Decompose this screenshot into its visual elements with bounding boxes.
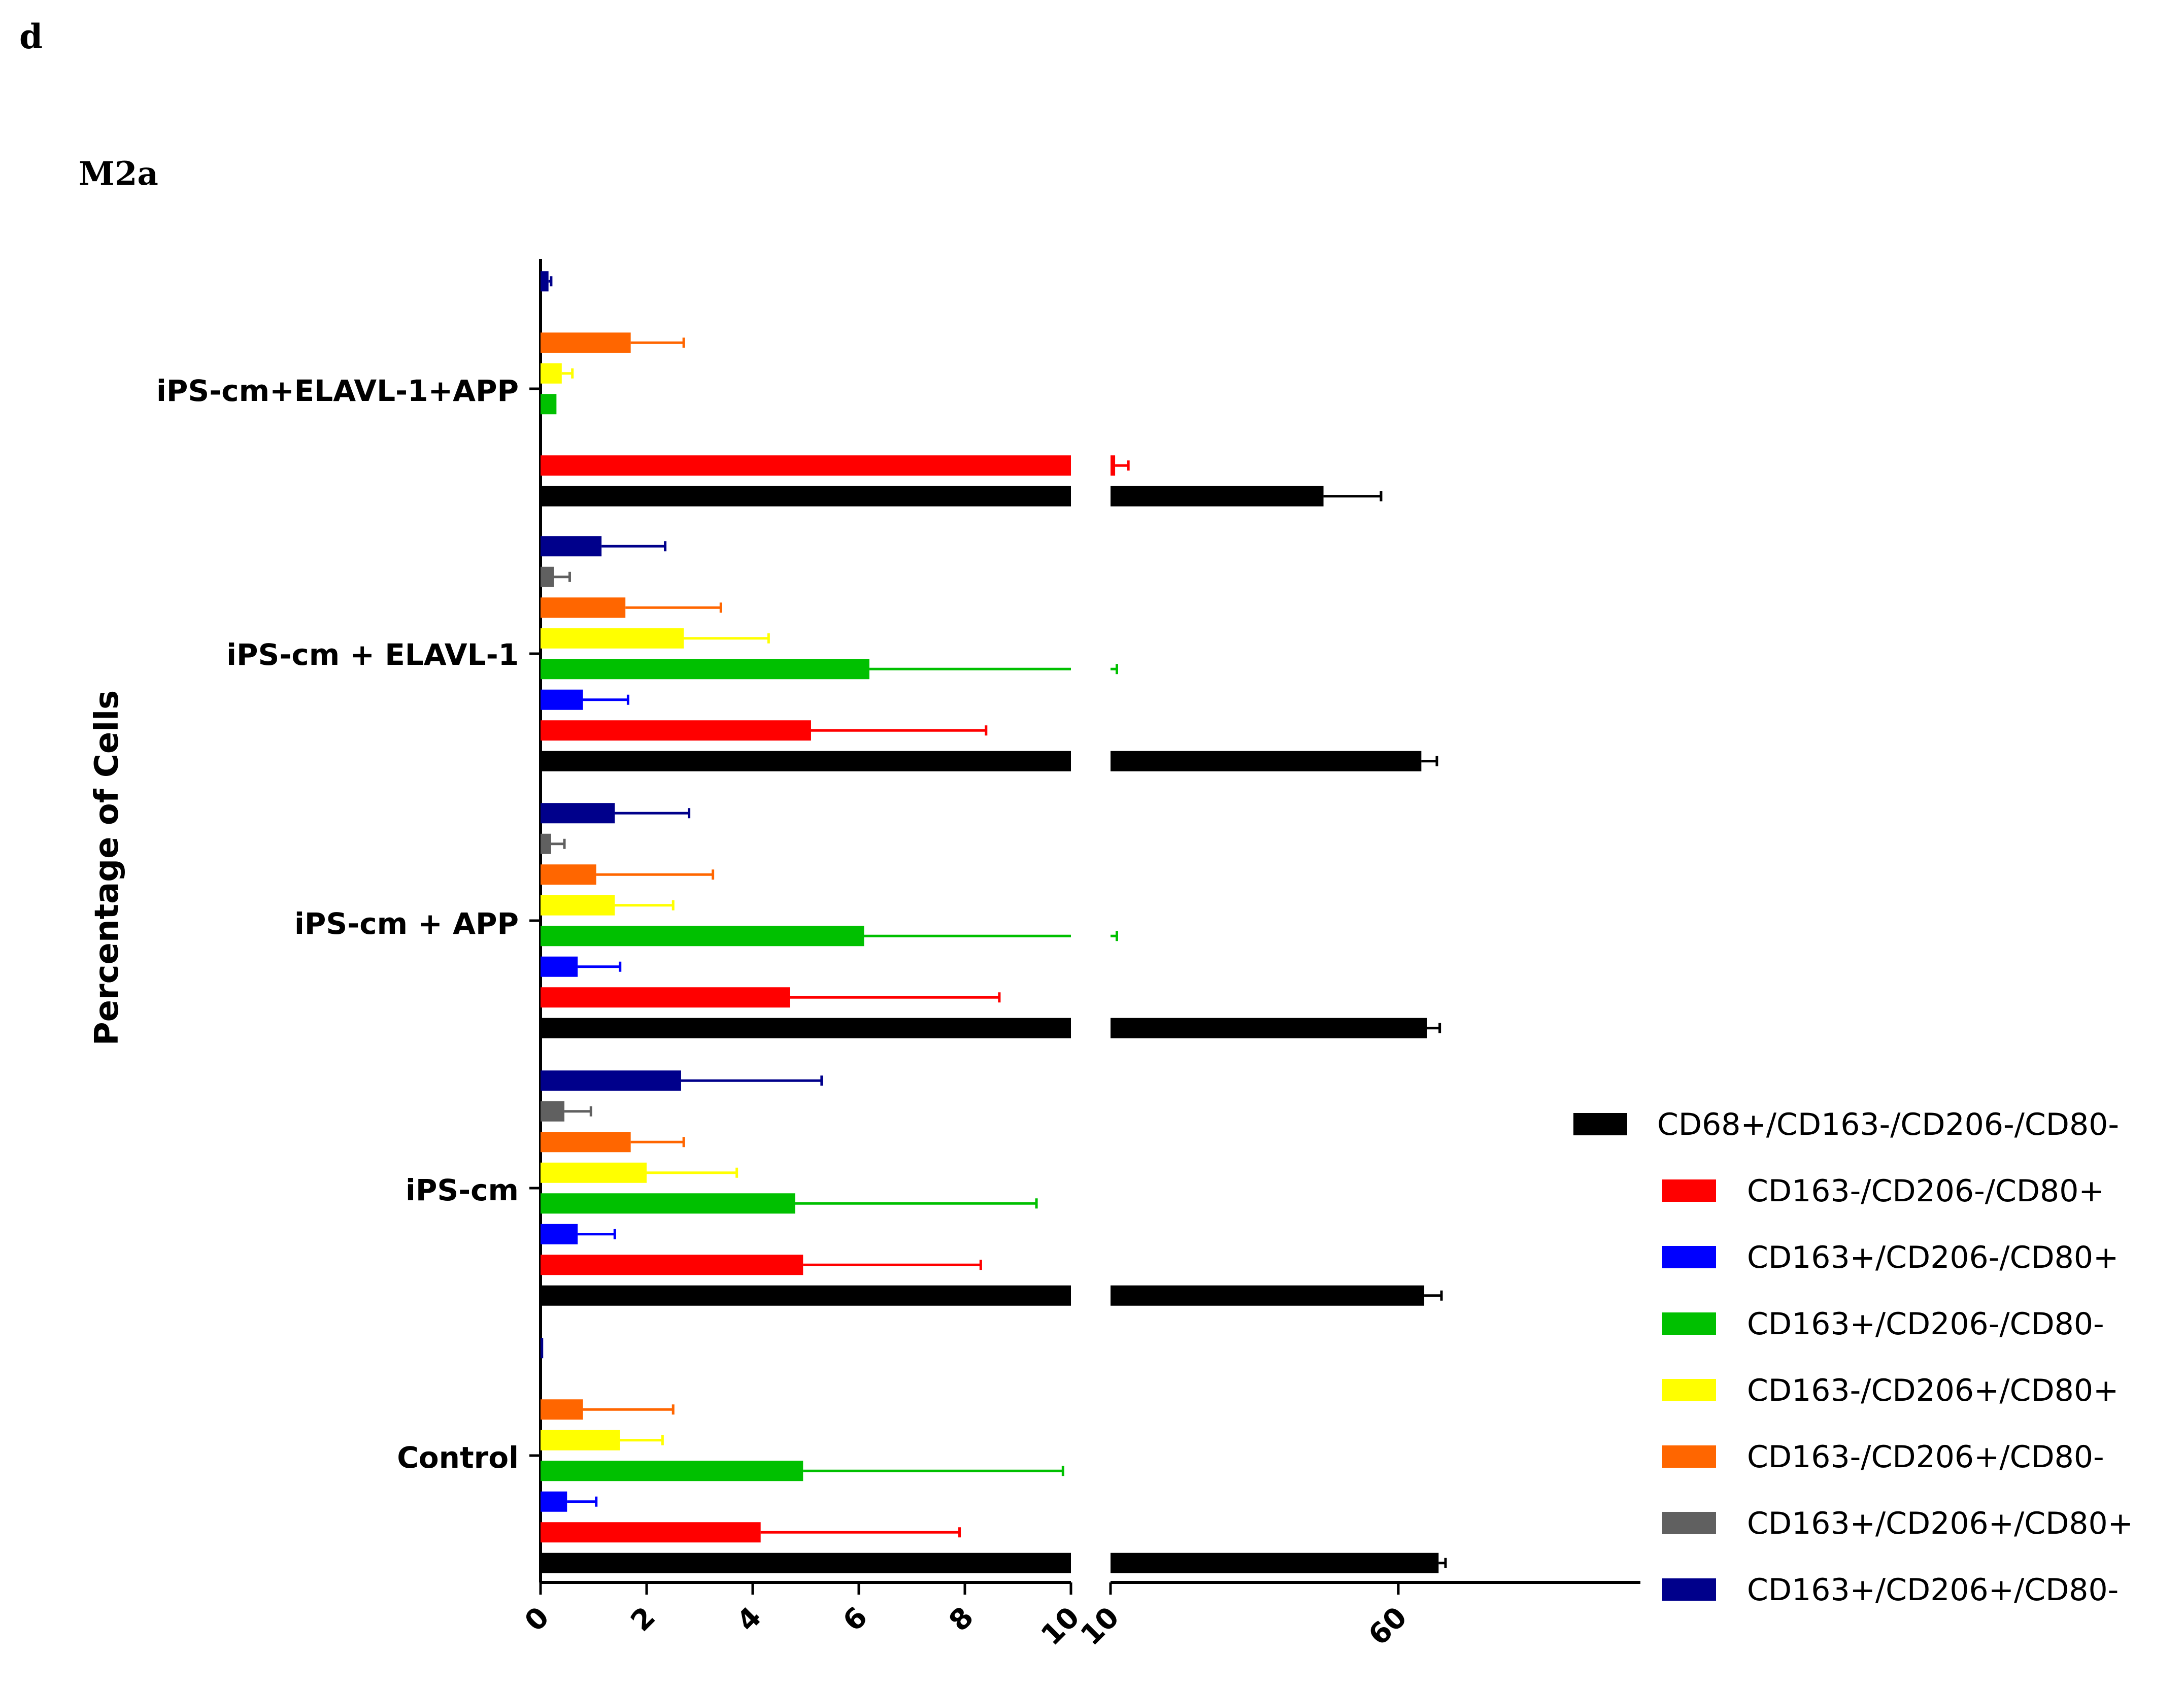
bar [541,1132,631,1153]
legend-swatch [1573,1113,1627,1135]
bar [541,1070,681,1091]
legend-swatch [1662,1246,1716,1268]
bar [541,926,864,947]
bar [541,271,549,292]
bar [541,332,631,353]
bar [541,751,1071,771]
legend-label: CD68+/CD163-/CD206-/CD80- [1657,1107,2119,1142]
axes [529,259,1640,1584]
legend: CD68+/CD163-/CD206-/CD80- CD163-/CD206-/C… [1573,1107,2133,1608]
bar [541,1018,1071,1038]
bar [541,1162,647,1183]
x-tick-label: 8 [943,1601,980,1638]
bar [541,689,583,710]
x-tick-label: 6 [836,1601,874,1638]
bar [1111,486,1324,507]
bar [1111,1285,1425,1306]
bar [541,597,626,618]
legend-label: CD163-/CD206-/CD80+ [1747,1173,2104,1209]
bar [541,1491,567,1512]
bar [541,659,869,680]
y-axis-title: Percentage of Cells [88,690,126,1046]
bar [541,1224,578,1244]
bar [541,536,602,557]
bar [1111,455,1116,476]
x-tick-label: 60 [1362,1601,1414,1652]
bar [541,1399,583,1420]
bar [541,987,790,1008]
bar [541,803,615,824]
bar [541,363,562,384]
bar [541,720,811,741]
category-labels: Control iPS-cm iPS-cm + APP iPS-cm + ELAVL-… [156,374,519,1475]
x-tick-label: 0 [518,1601,556,1638]
legend-label: CD163+/CD206+/CD80+ [1747,1506,2133,1541]
bar [541,628,684,649]
panel-letter: d [19,17,43,56]
x-tick-label: 10 [1074,1601,1126,1652]
bar [541,1285,1071,1306]
legend-swatch [1662,1179,1716,1202]
bar [541,394,557,415]
bar [541,1193,795,1214]
category-label: Control [397,1440,519,1475]
category-label: iPS-cm + ELAVL-1 [226,637,519,672]
x-tick-label: 4 [730,1601,768,1638]
category-label: iPS-cm+ELAVL-1+APP [156,374,519,408]
bar [1111,751,1422,771]
legend-label: CD163+/CD206+/CD80- [1747,1572,2119,1608]
bar [541,895,615,916]
bar [541,455,1071,476]
category-label: iPS-cm [406,1173,519,1207]
bar [541,833,551,854]
bar [541,1430,620,1450]
legend-label: CD163+/CD206-/CD80+ [1747,1240,2119,1275]
bar [1111,1018,1427,1038]
bar [541,1338,544,1359]
legend-label: CD163-/CD206+/CD80+ [1747,1373,2119,1408]
bar [1111,1552,1439,1573]
bar [541,1552,1071,1573]
chart-title: M2a [79,155,158,193]
legend-label: CD163-/CD206+/CD80- [1747,1439,2104,1475]
legend-swatch [1662,1512,1716,1534]
bar [541,1255,803,1275]
legend-label: CD163+/CD206-/CD80- [1747,1306,2104,1342]
bar [541,486,1071,507]
bar [541,1522,761,1543]
legend-swatch [1662,1578,1716,1601]
bars [541,271,1447,1573]
legend-swatch [1662,1445,1716,1468]
bar [541,566,554,587]
x-tick-label: 2 [624,1601,662,1638]
legend-swatch [1662,1312,1716,1335]
bar [541,864,596,885]
category-label: iPS-cm + APP [294,906,519,941]
legend-swatch [1662,1379,1716,1401]
bar [541,1461,803,1481]
bar [541,956,578,977]
bar [541,1101,565,1122]
